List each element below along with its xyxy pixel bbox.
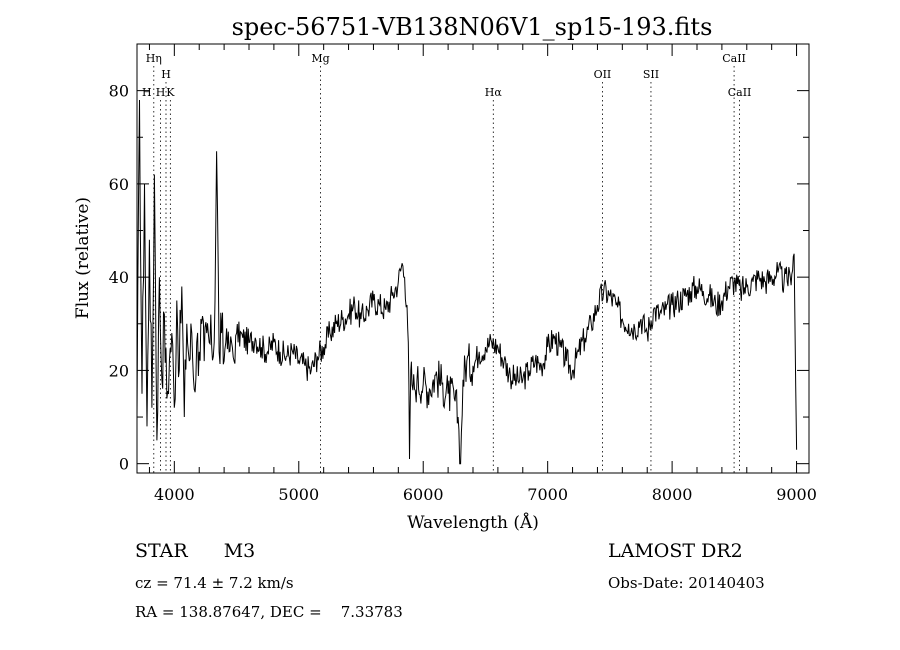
observation-date: Obs-Date: 20140403 [608,574,765,592]
spectral-line-label: OII [594,68,612,81]
y-tick-label: 20 [109,361,129,380]
spectral-line-label: Mg [311,52,329,65]
survey-name: LAMOST DR2 [608,540,743,562]
axis-ticks: 4000 5000 6000 7000 8000 9000 0 20 40 60 80 [109,44,817,504]
x-tick-label: 9000 [776,485,817,504]
object-subclass: M3 [223,540,256,562]
y-tick-label: 80 [109,82,129,101]
coordinates: RA = 138.87647, DEC = 7.33783 [135,603,403,621]
spectral-line-label: K [166,86,175,99]
y-tick-label: 40 [109,268,129,287]
x-tick-label: 5000 [278,485,319,504]
y-tick-label: 60 [109,175,129,194]
spectral-line-label: CaII [722,52,746,65]
redshift-info: cz = 71.4 ± 7.2 km/s [135,574,294,592]
spectral-line-label: Hη [146,52,162,65]
x-tick-label: 8000 [652,485,693,504]
spectral-line-label: H [156,86,166,99]
chart-title: spec-56751-VB138N06V1_sp15-193.fits [232,13,713,41]
x-axis-label: Wavelength (Å) [407,512,539,533]
x-tick-label: 4000 [154,485,195,504]
spectral-line-label: CaII [728,86,752,99]
spectral-line-label-edge: H [142,86,152,99]
x-tick-label: 7000 [527,485,568,504]
spectrum-series-line [136,99,798,465]
y-axis-label: Flux (relative) [73,197,93,319]
spectral-line-label: Hα [485,86,503,99]
plot-frame [136,43,810,474]
x-tick-label: 6000 [403,485,444,504]
object-type: STAR [135,540,188,562]
y-tick-label: 0 [119,455,129,474]
object-class: STAR M3 [135,540,255,562]
spectral-line-label: SII [643,68,659,81]
spectral-line-label: H [161,68,171,81]
